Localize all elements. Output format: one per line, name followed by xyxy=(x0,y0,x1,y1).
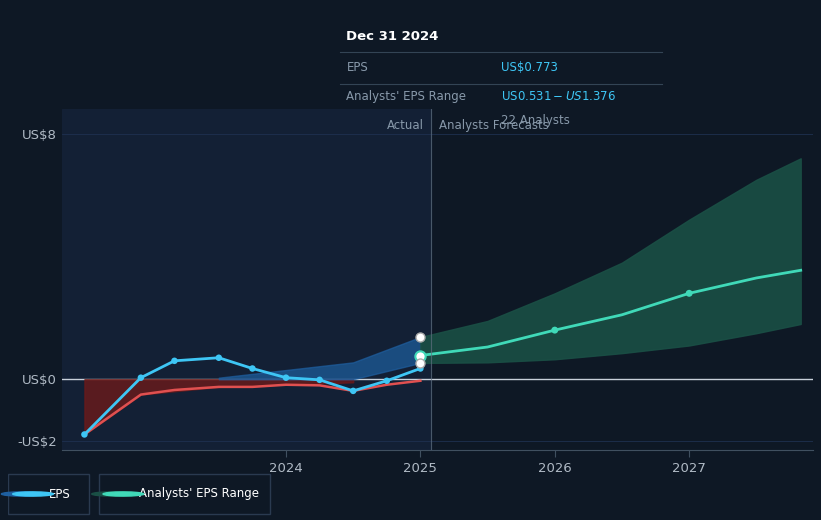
Point xyxy=(346,387,360,395)
Point xyxy=(167,357,181,365)
Bar xyxy=(62,109,431,450)
Text: US$0.773: US$0.773 xyxy=(501,61,558,74)
Text: Actual: Actual xyxy=(387,120,424,133)
Circle shape xyxy=(2,492,42,496)
Point xyxy=(414,359,427,367)
Bar xyxy=(8,474,89,514)
Text: 22 Analysts: 22 Analysts xyxy=(501,114,570,127)
Circle shape xyxy=(103,492,144,496)
Text: Analysts' EPS Range: Analysts' EPS Range xyxy=(346,90,466,103)
Text: Dec 31 2024: Dec 31 2024 xyxy=(346,30,438,43)
Point xyxy=(279,373,292,382)
Point xyxy=(414,352,427,360)
Point xyxy=(682,289,695,297)
Point xyxy=(414,333,427,341)
Point xyxy=(380,376,393,385)
Point xyxy=(135,373,148,382)
Text: EPS: EPS xyxy=(49,488,71,500)
Circle shape xyxy=(92,492,132,496)
Point xyxy=(414,365,427,373)
Point xyxy=(313,375,326,384)
Point xyxy=(245,365,259,373)
Circle shape xyxy=(13,492,53,496)
Point xyxy=(213,354,226,362)
Text: EPS: EPS xyxy=(346,61,368,74)
Point xyxy=(78,430,91,438)
Bar xyxy=(99,474,270,514)
Text: US$0.531 - US$1.376: US$0.531 - US$1.376 xyxy=(501,90,616,103)
Text: Analysts Forecasts: Analysts Forecasts xyxy=(438,120,548,133)
Point xyxy=(548,326,562,334)
Text: Analysts' EPS Range: Analysts' EPS Range xyxy=(140,488,259,500)
